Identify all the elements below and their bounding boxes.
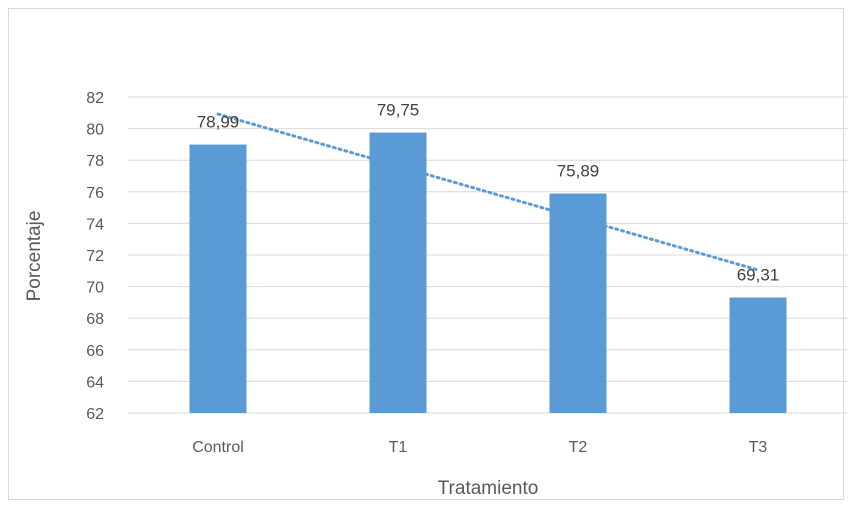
data-label: 69,31: [737, 266, 780, 285]
data-label: 75,89: [557, 162, 600, 181]
trendline: [216, 112, 760, 272]
data-label: 79,75: [377, 101, 420, 120]
gridlines: [128, 96, 848, 414]
y-tick-label: 74: [86, 216, 104, 233]
x-axis-title: Tratamiento: [438, 478, 539, 499]
y-tick-label: 82: [86, 90, 104, 107]
bar-t3: [729, 297, 787, 413]
y-tick-label: 64: [86, 374, 104, 391]
data-label: 78,99: [197, 113, 240, 132]
bar-control: [189, 144, 247, 414]
y-axis-title: Porcentaje: [24, 211, 45, 302]
trendline-line: [216, 112, 760, 272]
x-tick-label: T2: [569, 439, 588, 456]
y-tick-label: 80: [86, 122, 104, 139]
y-tick-label: 72: [86, 248, 104, 265]
bar-t1: [369, 132, 427, 414]
y-tick-label: 66: [86, 343, 104, 360]
x-axis-ticks: Control T1 T2 T3: [192, 439, 767, 456]
y-tick-label: 76: [86, 185, 104, 202]
bars: [189, 132, 787, 414]
y-tick-label: 62: [86, 406, 104, 423]
x-tick-label: Control: [192, 439, 244, 456]
y-tick-label: 78: [86, 153, 104, 170]
y-tick-label: 68: [86, 311, 104, 328]
x-tick-label: T3: [749, 439, 768, 456]
y-axis-ticks: 62 64 66 68 70 72 74 76 78 80 82: [86, 90, 104, 423]
y-tick-label: 70: [86, 280, 104, 297]
x-tick-label: T1: [389, 439, 408, 456]
data-labels: 78,99 79,75 75,89 69,31: [197, 101, 780, 285]
bar-t2: [549, 193, 607, 413]
